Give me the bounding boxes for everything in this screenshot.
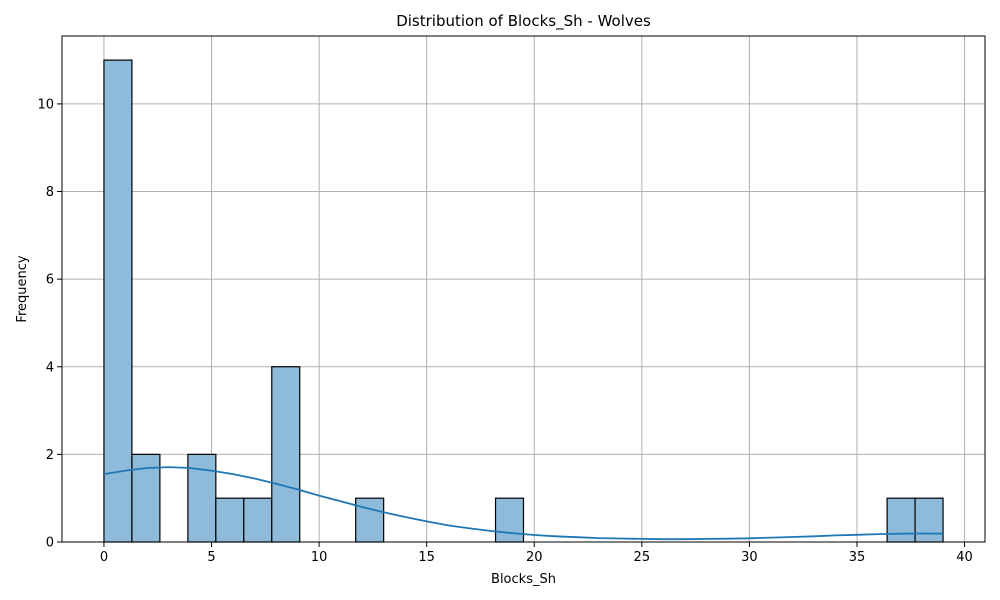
x-tick-label: 30	[741, 550, 758, 565]
plot-frame	[61, 35, 986, 543]
histogram-bar	[494, 497, 525, 543]
y-tick-label: 10	[37, 97, 54, 112]
x-tick-label: 25	[634, 550, 651, 565]
x-tick-label: 40	[956, 550, 973, 565]
y-axis-label: Frequency	[15, 255, 30, 322]
histogram-bar	[914, 497, 944, 543]
kde-line	[103, 466, 944, 541]
histogram-bar	[243, 497, 273, 543]
y-tick-label: 2	[46, 448, 54, 463]
x-tick-label: 20	[526, 550, 543, 565]
x-tick-label: 0	[100, 550, 108, 565]
y-axis-ticks: 0 2 4 6 8 10	[37, 97, 62, 551]
x-tick-label: 10	[311, 550, 328, 565]
x-axis-ticks: 0 5 10 15 20 25 30 35 40	[100, 542, 973, 565]
histogram-bar	[271, 366, 301, 543]
y-tick-label: 4	[46, 360, 54, 375]
histogram-bar	[215, 497, 245, 543]
histogram-bar	[886, 497, 916, 543]
x-tick-label: 35	[849, 550, 866, 565]
y-tick-label: 0	[46, 536, 54, 551]
histogram-bars	[103, 59, 944, 543]
x-axis-label: Blocks_Sh	[491, 572, 556, 587]
x-tick-label: 15	[418, 550, 435, 565]
kde-curve	[103, 466, 944, 541]
y-tick-label: 8	[46, 185, 54, 200]
chart-title: Distribution of Blocks_Sh - Wolves	[396, 12, 651, 31]
x-tick-label: 5	[207, 550, 215, 565]
histogram-bar	[355, 497, 385, 543]
y-tick-label: 6	[46, 273, 54, 288]
histogram-bar	[103, 59, 133, 543]
